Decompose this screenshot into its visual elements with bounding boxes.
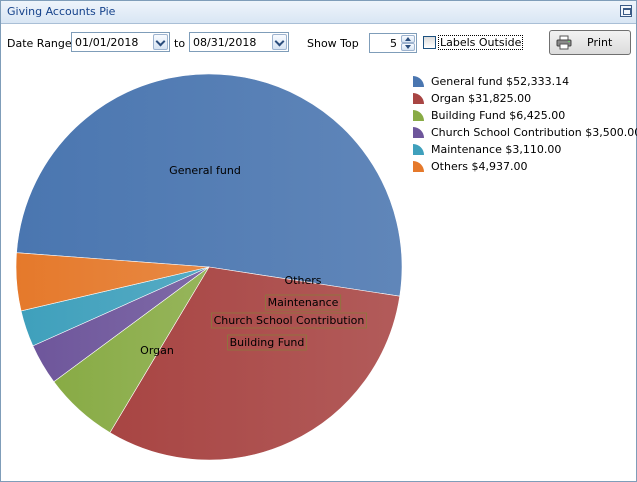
legend-label: Others $4,937.00: [431, 160, 528, 173]
end-date-value: 08/31/2018: [193, 36, 257, 49]
pie-label-others: Others: [285, 274, 322, 287]
legend-swatch-icon: [413, 76, 424, 87]
legend-label: General fund $52,333.14: [431, 75, 570, 88]
spinner-down-icon[interactable]: [401, 43, 415, 51]
start-date-value: 01/01/2018: [75, 36, 139, 49]
legend-label: Church School Contribution $3,500.00: [431, 126, 637, 139]
spinner-up-icon[interactable]: [401, 35, 415, 43]
pie-label-frame: [211, 312, 367, 329]
legend-swatch-icon: [413, 161, 424, 172]
pie-label-maintenance: Maintenance: [268, 296, 339, 309]
printer-icon: [556, 35, 572, 50]
pie-slice-organ: [109, 266, 401, 461]
legend-swatch-icon: [413, 110, 424, 121]
legend-label: Organ $31,825.00: [431, 92, 532, 105]
maximize-icon[interactable]: [620, 5, 632, 17]
window-title: Giving Accounts Pie: [7, 5, 116, 18]
legend-swatch-icon: [413, 93, 424, 104]
labels-outside-label[interactable]: Labels Outside: [437, 35, 524, 50]
legend-label: Maintenance $3,110.00: [431, 143, 562, 156]
show-top-label: Show Top: [307, 37, 359, 50]
pie-chart: General fund Organ Building Fund Church Sch…: [15, 73, 403, 461]
pie-label-frame: [265, 294, 342, 311]
pie-label-building-fund: Building Fund: [230, 336, 305, 349]
pie-label-church-school-contribution: Church School Contribution: [214, 314, 365, 327]
print-button[interactable]: Print: [549, 30, 631, 55]
to-label: to: [174, 37, 186, 50]
print-label: Print: [587, 36, 613, 49]
title-bar: Giving Accounts Pie: [1, 1, 636, 24]
pie-label-frame: [227, 334, 307, 351]
pie-label-general-fund: General fund: [169, 164, 241, 177]
pie-slice-others: [15, 252, 210, 312]
pie-label-organ: Organ: [140, 344, 174, 357]
start-date-dropdown-icon[interactable]: [153, 34, 168, 50]
labels-outside-checkbox[interactable]: [423, 36, 436, 49]
pie-slice-general-fund: [16, 73, 403, 297]
show-top-spinner[interactable]: 5: [369, 33, 417, 53]
end-date-dropdown-icon[interactable]: [272, 34, 287, 50]
legend-swatch-icon: [413, 127, 424, 138]
start-date-picker[interactable]: 01/01/2018: [71, 32, 170, 52]
legend-swatch-icon: [413, 144, 424, 155]
legend-label: Building Fund $6,425.00: [431, 109, 566, 122]
date-range-label: Date Range: [7, 37, 72, 50]
show-top-value: 5: [390, 37, 397, 50]
end-date-picker[interactable]: 08/31/2018: [189, 32, 289, 52]
